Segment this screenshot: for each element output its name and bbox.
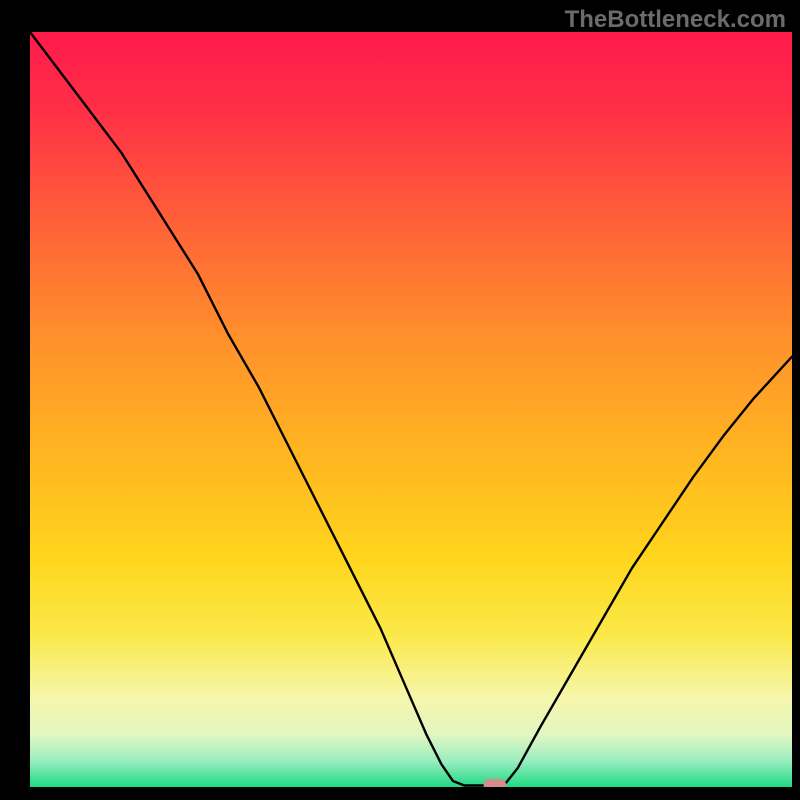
plot-background <box>30 32 792 787</box>
optimum-marker <box>484 779 505 787</box>
plot-svg <box>30 32 792 787</box>
plot-area <box>30 32 792 787</box>
chart-frame: TheBottleneck.com <box>0 0 800 800</box>
watermark-text: TheBottleneck.com <box>565 6 786 34</box>
